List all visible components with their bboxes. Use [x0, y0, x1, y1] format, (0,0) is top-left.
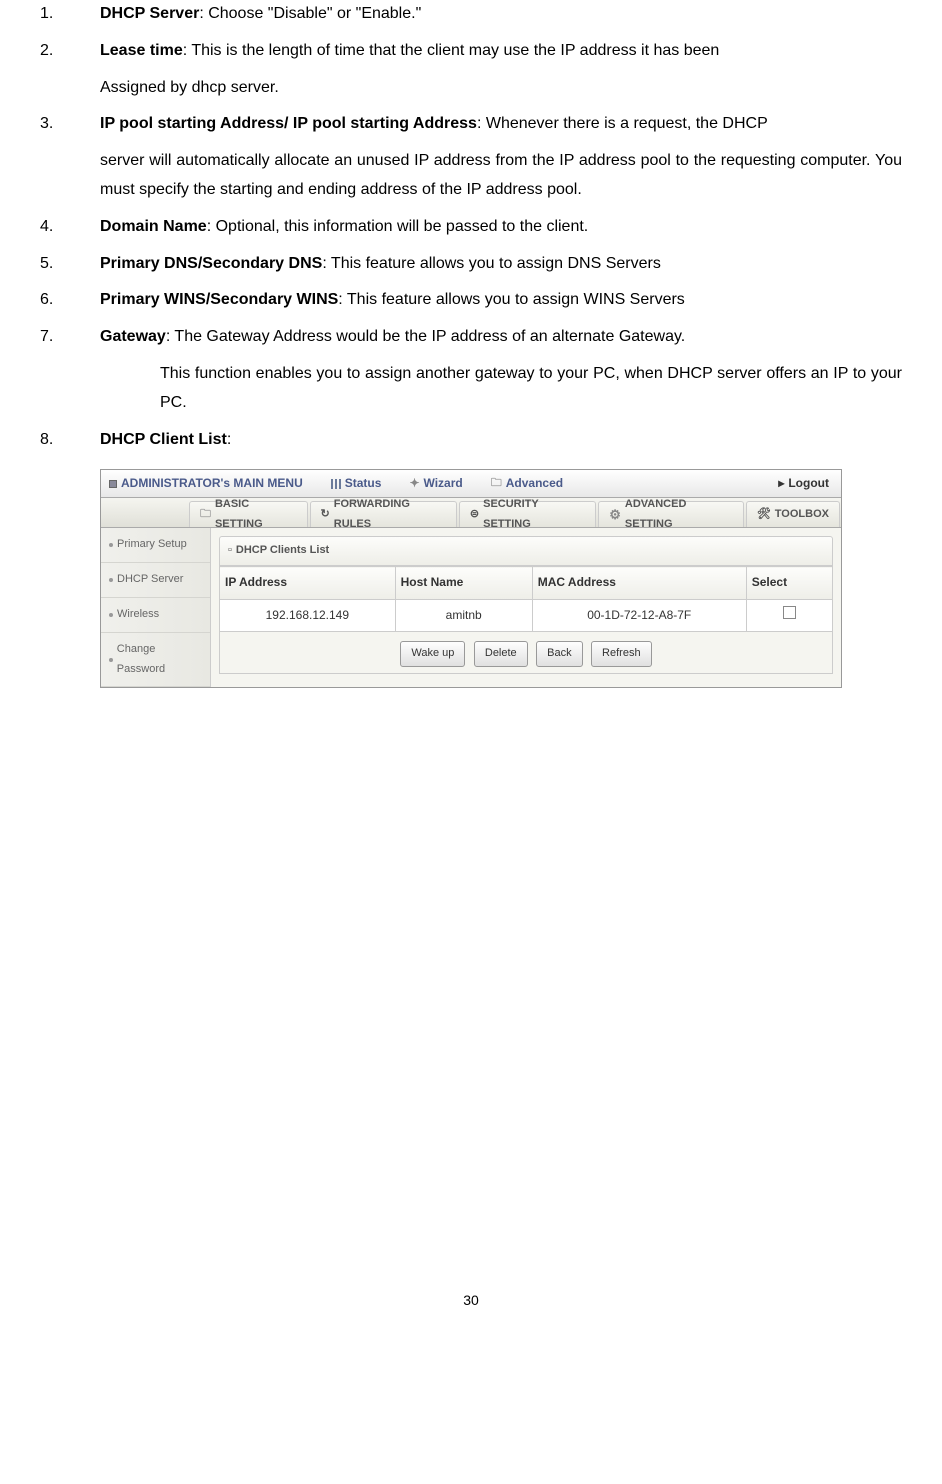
bullet-icon	[109, 613, 113, 617]
bullet-icon	[109, 543, 113, 547]
list-number: 3.	[40, 110, 100, 139]
arrow-icon: ▸	[778, 473, 784, 495]
list-continuation: server will automatically allocate an un…	[100, 147, 902, 205]
item-text: : This feature allows you to assign DNS …	[322, 255, 661, 272]
tab-toolbox[interactable]: 🛠 TOOLBOX	[746, 501, 840, 527]
item-text: : This feature allows you to assign WINS…	[338, 291, 685, 308]
list-number: 1.	[40, 0, 100, 29]
bold-term: Primary DNS/Secondary DNS	[100, 255, 322, 272]
col-host-name: Host Name	[395, 567, 532, 600]
bold-term: DHCP Server	[100, 5, 199, 22]
wakeup-button[interactable]: Wake up	[400, 641, 465, 667]
list-item-3: 3.IP pool starting Address/ IP pool star…	[40, 110, 902, 139]
forward-icon: ↻	[321, 505, 330, 525]
item-text: This function enables you to assign anot…	[160, 365, 902, 411]
list-item-6: 6.Primary WINS/Secondary WINS: This feat…	[40, 286, 902, 315]
tab-basic-setting[interactable]: 🗀 BASIC SETTING	[189, 501, 308, 527]
list-continuation: Assigned by dhcp server.	[100, 74, 902, 103]
list-number: 5.	[40, 250, 100, 279]
bold-term: Primary WINS/Secondary WINS	[100, 291, 338, 308]
list-number: 7.	[40, 323, 100, 352]
list-item-5: 5.Primary DNS/Secondary DNS: This featur…	[40, 250, 902, 279]
item-text: : The Gateway Address would be the IP ad…	[166, 328, 685, 345]
list-continuation: This function enables you to assign anot…	[160, 360, 902, 418]
list-item-7: 7.Gateway: The Gateway Address would be …	[40, 323, 902, 352]
wizard-icon: ✦	[409, 473, 419, 495]
bold-term: Gateway	[100, 328, 166, 345]
router-ui-screenshot: ADMINISTRATOR's MAIN MENU Status ✦ Wizar…	[100, 469, 842, 688]
button-row: Wake up Delete Back Refresh	[219, 632, 833, 674]
page-number: 30	[40, 1288, 902, 1313]
toolbox-icon: 🛠	[757, 505, 771, 525]
list-number: 2.	[40, 37, 100, 66]
item-text: : Optional, this information will be pas…	[207, 218, 589, 235]
list-icon: ▫	[228, 541, 232, 561]
sidebar-item-password[interactable]: Change Password	[101, 633, 210, 688]
advanced-menu[interactable]: 🗀 Advanced	[477, 470, 577, 497]
item-text: : Choose "Disable" or "Enable."	[199, 5, 421, 22]
admin-menu-title: ADMINISTRATOR's MAIN MENU	[101, 470, 317, 497]
list-item-1: 1.DHCP Server: Choose "Disable" or "Enab…	[40, 0, 902, 29]
status-icon	[331, 479, 341, 489]
list-number: 8.	[40, 426, 100, 455]
cell-mac: 00-1D-72-12-A8-7F	[532, 599, 746, 632]
col-select: Select	[746, 567, 832, 600]
item-text: :	[227, 431, 231, 448]
bold-term: Lease time	[100, 42, 183, 59]
document-body: 1.DHCP Server: Choose "Disable" or "Enab…	[40, 0, 902, 1314]
bold-term: IP pool starting Address/ IP pool starti…	[100, 115, 477, 132]
back-button[interactable]: Back	[536, 641, 582, 667]
item-text: : Whenever there is a request, the DHCP	[477, 115, 768, 132]
item-text: Assigned by dhcp server.	[100, 79, 279, 96]
sidebar-item-dhcp[interactable]: DHCP Server	[101, 563, 210, 598]
list-item-2: 2.Lease time: This is the length of time…	[40, 37, 902, 66]
item-text: : This is the length of time that the cl…	[183, 42, 720, 59]
dhcp-clients-table: IP Address Host Name MAC Address Select …	[219, 566, 833, 632]
refresh-button[interactable]: Refresh	[591, 641, 652, 667]
bold-term: DHCP Client List	[100, 431, 227, 448]
content-panel: ▫ DHCP Clients List IP Address Host Name…	[211, 528, 841, 687]
table-row: 192.168.12.149 amitnb 00-1D-72-12-A8-7F	[220, 599, 833, 632]
table-header-row: IP Address Host Name MAC Address Select	[220, 567, 833, 600]
cell-ip: 192.168.12.149	[220, 599, 396, 632]
list-item-4: 4.Domain Name: Optional, this informatio…	[40, 213, 902, 242]
list-number: 4.	[40, 213, 100, 242]
basic-icon: 🗀	[200, 505, 211, 525]
cell-select	[746, 599, 832, 632]
tab-bar: 🗀 BASIC SETTING ↻ FORWARDING RULES ⊜ SEC…	[101, 498, 841, 528]
folder-icon: 🗀	[491, 474, 502, 494]
col-mac-address: MAC Address	[532, 567, 746, 600]
wizard-menu[interactable]: ✦ Wizard	[395, 470, 476, 497]
tab-advanced-setting[interactable]: ⚙ ADVANCED SETTING	[598, 501, 744, 527]
list-number: 6.	[40, 286, 100, 315]
logout-link[interactable]: ▸ Logout	[764, 470, 841, 497]
cell-host: amitnb	[395, 599, 532, 632]
tab-forwarding[interactable]: ↻ FORWARDING RULES	[310, 501, 457, 527]
panel-header: ▫ DHCP Clients List	[219, 536, 833, 566]
delete-button[interactable]: Delete	[474, 641, 528, 667]
stop-icon	[109, 480, 117, 488]
sidebar: Primary Setup DHCP Server Wireless Chang…	[101, 528, 211, 687]
sidebar-item-wireless[interactable]: Wireless	[101, 598, 210, 633]
status-menu[interactable]: Status	[317, 470, 396, 497]
bullet-icon	[109, 658, 113, 662]
security-icon: ⊜	[470, 505, 479, 525]
sidebar-item-primary[interactable]: Primary Setup	[101, 528, 210, 563]
col-ip-address: IP Address	[220, 567, 396, 600]
select-checkbox[interactable]	[783, 606, 796, 619]
bold-term: Domain Name	[100, 218, 207, 235]
bullet-icon	[109, 578, 113, 582]
tab-security[interactable]: ⊜ SECURITY SETTING	[459, 501, 596, 527]
gear-icon: ⚙	[609, 503, 621, 526]
list-item-8: 8.DHCP Client List:	[40, 426, 902, 455]
main-area: Primary Setup DHCP Server Wireless Chang…	[101, 528, 841, 687]
item-text: server will automatically allocate an un…	[100, 152, 902, 198]
